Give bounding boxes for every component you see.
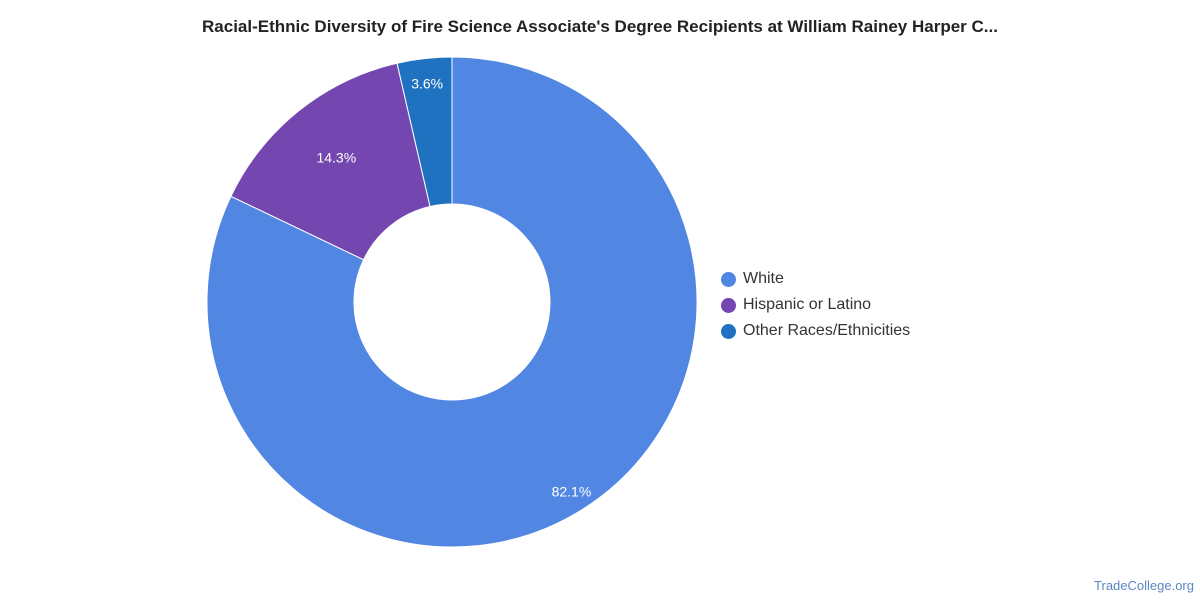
- slice-label-white: 82.1%: [552, 484, 592, 500]
- slice-label-other-races-ethnicities: 3.6%: [411, 75, 443, 91]
- legend-swatch-hispanic-or-latino: [721, 297, 736, 313]
- legend-item-white[interactable]: White: [721, 266, 910, 292]
- slice-hispanic-or-latino[interactable]: [230, 62, 431, 261]
- slice-white[interactable]: [206, 56, 698, 548]
- legend-label-hispanic-or-latino: Hispanic or Latino: [743, 296, 872, 313]
- chart-legend: White Hispanic or Latino Other Races/Eth…: [721, 266, 910, 344]
- legend-label-white: White: [743, 270, 784, 287]
- legend-swatch-other-races-ethnicities: [721, 323, 736, 339]
- chart-title: Racial-Ethnic Diversity of Fire Science …: [202, 17, 998, 36]
- legend-swatch-white: [721, 271, 736, 287]
- legend-item-other-races-ethnicities[interactable]: Other Races/Ethnicities: [721, 318, 910, 344]
- slice-other-races-ethnicities[interactable]: [396, 56, 453, 208]
- legend-label-other-races-ethnicities: Other Races/Ethnicities: [743, 322, 911, 339]
- legend-item-hispanic-or-latino[interactable]: Hispanic or Latino: [721, 292, 910, 318]
- slice-label-hispanic-or-latino: 14.3%: [316, 150, 356, 166]
- site-credit[interactable]: TradeCollege.org: [1094, 578, 1194, 593]
